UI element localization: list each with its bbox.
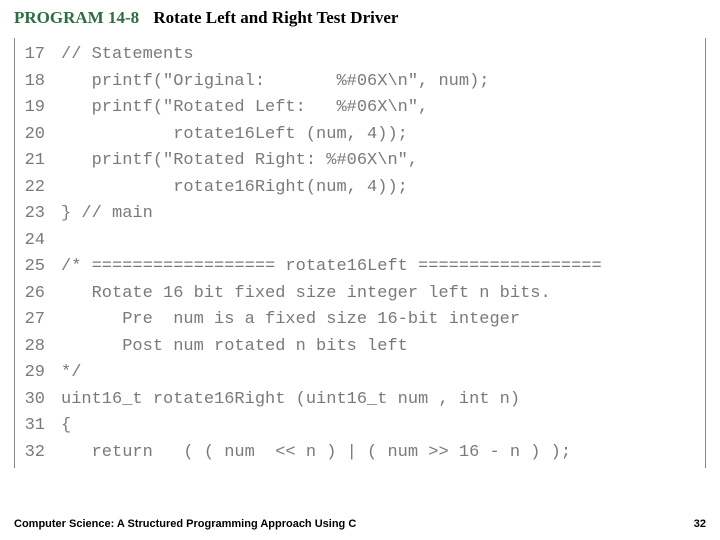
line-number: 18 — [15, 69, 45, 96]
code-line: printf("Rotated Left: %#06X\n", — [61, 95, 705, 122]
code-line: Post num rotated n bits left — [61, 334, 705, 361]
code-block: 17181920212223242526272829303132 // Stat… — [14, 38, 706, 468]
code-line: printf("Rotated Right: %#06X\n", — [61, 148, 705, 175]
code-line: /* ================== rotate16Left =====… — [61, 254, 705, 281]
line-number: 20 — [15, 122, 45, 149]
line-number: 32 — [15, 440, 45, 467]
line-number: 17 — [15, 42, 45, 69]
code-line: */ — [61, 360, 705, 387]
line-number: 19 — [15, 95, 45, 122]
slide-footer: Computer Science: A Structured Programmi… — [14, 518, 706, 530]
line-number: 29 — [15, 360, 45, 387]
code-line: Rotate 16 bit fixed size integer left n … — [61, 281, 705, 308]
code-line: rotate16Right(num, 4)); — [61, 175, 705, 202]
line-number: 30 — [15, 387, 45, 414]
code-line — [61, 228, 705, 255]
line-number: 22 — [15, 175, 45, 202]
program-title: Rotate Left and Right Test Driver — [153, 8, 398, 27]
code-line: return ( ( num << n ) | ( num >> 16 - n … — [61, 440, 705, 467]
footer-book-title: Computer Science: A Structured Programmi… — [14, 518, 356, 530]
line-number: 21 — [15, 148, 45, 175]
line-number: 27 — [15, 307, 45, 334]
slide-header: PROGRAM 14-8 Rotate Left and Right Test … — [0, 0, 720, 34]
line-number: 24 — [15, 228, 45, 255]
line-number: 25 — [15, 254, 45, 281]
code-line: } // main — [61, 201, 705, 228]
line-number-gutter: 17181920212223242526272829303132 — [15, 38, 53, 468]
line-number: 23 — [15, 201, 45, 228]
line-number: 31 — [15, 413, 45, 440]
code-line: { — [61, 413, 705, 440]
code-line: uint16_t rotate16Right (uint16_t num , i… — [61, 387, 705, 414]
footer-page-number: 32 — [694, 518, 706, 530]
line-number: 26 — [15, 281, 45, 308]
code-content: // Statements printf("Original: %#06X\n"… — [53, 38, 705, 468]
line-number: 28 — [15, 334, 45, 361]
code-line: rotate16Left (num, 4)); — [61, 122, 705, 149]
code-line: // Statements — [61, 42, 705, 69]
program-label: PROGRAM 14-8 — [14, 8, 139, 27]
code-line: Pre num is a fixed size 16-bit integer — [61, 307, 705, 334]
code-line: printf("Original: %#06X\n", num); — [61, 69, 705, 96]
